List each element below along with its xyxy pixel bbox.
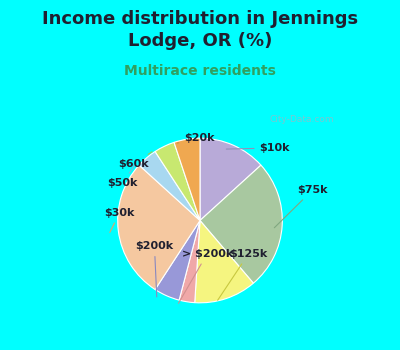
Wedge shape <box>200 165 282 283</box>
Text: $200k: $200k <box>135 241 174 297</box>
Wedge shape <box>118 165 200 289</box>
Text: > $200k: > $200k <box>178 249 233 303</box>
Text: $60k: $60k <box>118 152 152 169</box>
Text: $125k: $125k <box>218 249 268 300</box>
Wedge shape <box>200 138 261 220</box>
Wedge shape <box>155 142 200 220</box>
Wedge shape <box>155 220 200 300</box>
Text: $20k: $20k <box>177 133 215 143</box>
Text: City-Data.com: City-Data.com <box>270 115 334 124</box>
Wedge shape <box>195 220 253 303</box>
Wedge shape <box>174 138 200 220</box>
Text: $10k: $10k <box>226 143 290 153</box>
Text: Multirace residents: Multirace residents <box>124 64 276 78</box>
Text: $50k: $50k <box>107 164 138 188</box>
Wedge shape <box>179 220 200 303</box>
Text: Income distribution in Jennings
Lodge, OR (%): Income distribution in Jennings Lodge, O… <box>42 10 358 50</box>
Wedge shape <box>139 152 200 220</box>
Text: $30k: $30k <box>104 208 135 232</box>
Text: $75k: $75k <box>274 185 328 228</box>
